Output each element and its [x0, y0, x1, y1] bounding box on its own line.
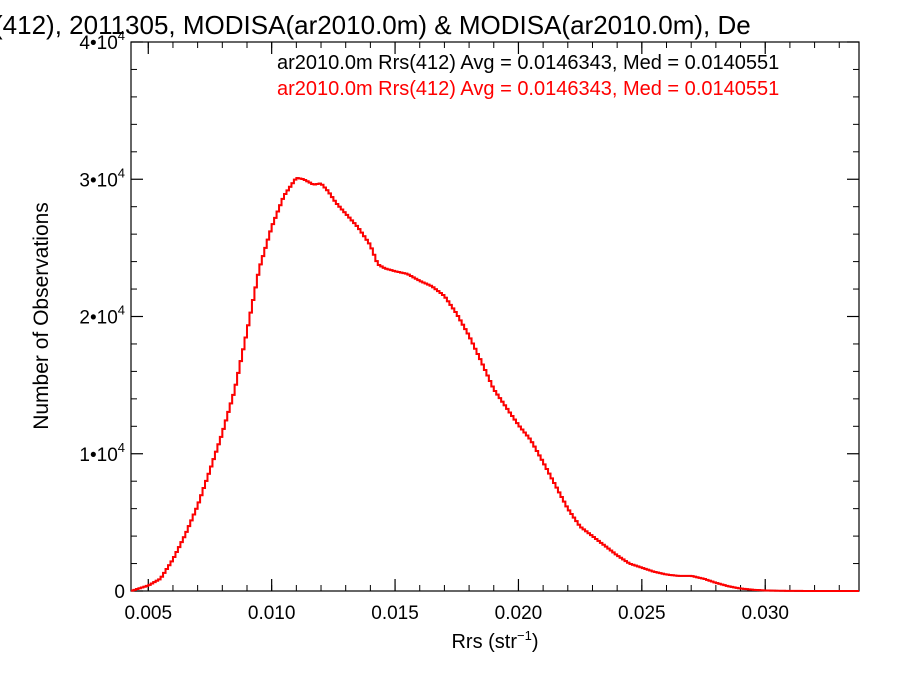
y-tick-exponent: 4	[118, 28, 125, 43]
y-tick-label: 2•104	[79, 303, 125, 329]
x-tick-label: 0.020	[495, 603, 543, 624]
series-layer	[131, 177, 859, 592]
plot-area-frame	[130, 41, 860, 592]
y-tick-exponent: 4	[118, 165, 125, 180]
y-tick-mantissa: 2•10	[79, 308, 117, 329]
histogram-series-0	[131, 177, 859, 592]
y-tick-exponent: 4	[118, 303, 125, 318]
x-axis-label-text: Rrs (str	[451, 631, 517, 653]
x-axis-label: Rrs (str−1)	[451, 628, 538, 653]
x-tick-label: 0.005	[125, 603, 173, 624]
y-tick-mantissa: 4•10	[79, 33, 117, 54]
y-tick-label: 1•104	[79, 440, 125, 466]
y-tick-mantissa: 1•10	[79, 445, 117, 466]
y-axis-label: Number of Observations	[30, 202, 53, 430]
x-axis-ticks: 0.005 0.010 0.015 0.020 0.025 0.030	[125, 42, 840, 624]
y-tick-label: 4•104	[79, 28, 125, 54]
x-axis-label-sup: −1	[517, 628, 532, 643]
y-tick-mantissa: 3•10	[79, 170, 117, 191]
chart-title: (412), 2011305, MODISA(ar2010.0m) & MODI…	[0, 10, 751, 40]
y-tick-exponent: 4	[118, 440, 125, 455]
y-tick-label: 3•104	[79, 165, 125, 191]
legend-entry-black: ar2010.0m Rrs(412) Avg = 0.0146343, Med …	[277, 52, 779, 74]
histogram-series-1	[131, 177, 859, 592]
x-tick-label: 0.030	[741, 603, 789, 624]
x-tick-label: 0.010	[248, 603, 296, 624]
x-tick-label: 0.015	[371, 603, 419, 624]
x-axis-label-close: )	[532, 631, 539, 653]
x-tick-label: 0.025	[618, 603, 666, 624]
legend-entry-red: ar2010.0m Rrs(412) Avg = 0.0146343, Med …	[277, 78, 779, 100]
y-tick-label: 0	[114, 582, 125, 603]
